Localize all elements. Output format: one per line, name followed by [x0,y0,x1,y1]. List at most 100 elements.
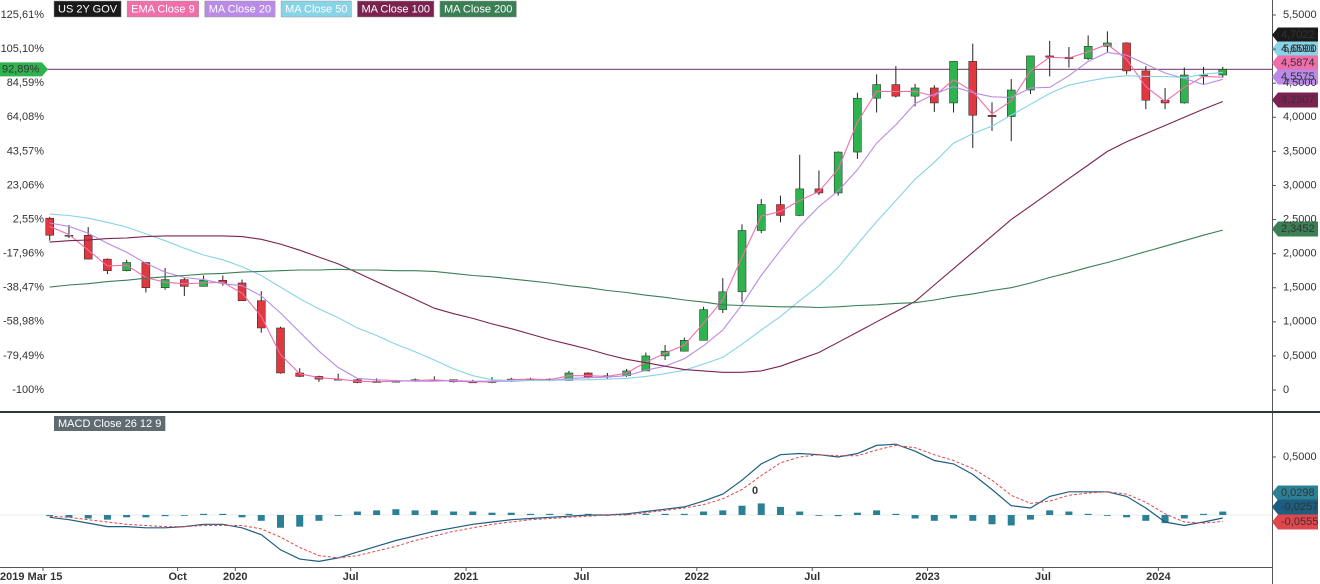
value-badge [1272,485,1318,501]
y-tick-label: 0,5000 [1283,451,1317,463]
histogram-bar [1007,515,1015,526]
candle-body [968,61,978,116]
y2-tick-label: 125,61% [1,9,45,21]
y-tick-label: 3,0000 [1283,179,1317,191]
value-badge [1272,514,1318,530]
y-tick-label: 2,5000 [1283,213,1317,225]
value-badge [1272,55,1318,71]
y2-tick-label: 43,57% [7,145,45,157]
histogram-bar [661,513,669,516]
legend-label: EMA Close 9 [131,3,195,15]
histogram-bar [392,509,400,516]
histogram-bar [1200,513,1208,516]
histogram-bar [488,512,496,516]
candle-body [891,84,901,97]
macd-line [49,443,1223,563]
histogram-bar [546,513,554,516]
legend-box [53,0,122,18]
histogram-bar [142,515,150,518]
moving-average-line [49,71,1223,382]
y2-tick-label: 105,10% [1,43,45,55]
y2-tick-label: -58,98% [3,316,44,328]
signal-line [49,444,1223,559]
x-tick-label: Jul [573,571,589,583]
y-tick-label: 2,0000 [1283,248,1317,260]
histogram-bar [103,515,111,520]
value-badge-label: -0,0555 [1281,516,1318,528]
histogram-bar [1103,515,1111,516]
value-badge [1272,69,1318,85]
histogram-bar [238,515,246,518]
value-badge-label: 0,0298 [1281,487,1315,499]
value-badge-label: 4,5874 [1281,57,1315,69]
legend-box [204,0,276,18]
candle-body [64,234,74,237]
histogram-bar [623,513,631,516]
y2-tick-label: -17,96% [3,248,44,260]
histogram-bar [46,515,54,517]
legend-item: MA Close 200 [439,0,517,18]
legend-item: MA Close 100 [357,0,435,18]
candle-body [853,97,862,153]
candle-body [83,234,93,260]
histogram-bar [276,515,284,528]
histogram-bar [873,510,881,516]
candle-body [257,300,266,329]
pane-title: MACD Close 26 12 9 [54,416,166,431]
y-tick-label: 5,0000 [1283,43,1317,55]
candle-body [122,262,131,271]
histogram-bar [257,515,265,521]
histogram-bar [776,506,784,516]
y2-tick-label: 84,59% [7,77,45,89]
y2-tick-label: 23,06% [7,179,45,191]
histogram-bar [1219,511,1227,516]
histogram-bar [84,515,92,519]
legend-label: MA Close 50 [285,3,347,15]
candle-body [583,372,593,378]
histogram-bar [1180,515,1188,519]
legend-box [357,0,435,18]
histogram-bar [411,510,419,516]
candle-body [776,204,785,216]
histogram-bar [526,513,534,516]
value-badge [1272,221,1318,237]
histogram-bar [1026,515,1034,520]
value-badge [1272,499,1318,515]
candle-body [756,204,766,231]
annotation: 0 [752,485,758,497]
histogram-bar [853,512,861,516]
histogram-bar [1161,515,1169,524]
histogram-bar [469,511,477,516]
legend-item: US 2Y GOV [53,0,122,18]
histogram-bar [353,511,361,516]
candle-body [1083,46,1093,59]
histogram-bar [1123,515,1131,518]
pane-title-box [54,416,166,431]
candle-body [1180,74,1189,104]
histogram-bar [988,515,996,525]
legend-item: MA Close 50 [280,0,352,18]
x-tick-label: Oct [168,571,187,583]
y-tick-label: 0 [1283,384,1289,396]
value-badge-label: 4,2307 [1281,94,1315,106]
histogram-bar [969,515,977,521]
legend-label: MA Close 20 [209,3,271,15]
y-tick-label: 3,5000 [1283,145,1317,157]
histogram-bar [642,513,650,516]
change-badge [0,62,48,77]
moving-average-line [49,100,1224,373]
y2-tick-label: -79,49% [3,350,44,362]
histogram-bar [1065,511,1073,516]
histogram-bar [507,512,515,516]
histogram-bar [430,510,438,516]
plot-area: 4,7022 4,6593 4,5874 4,5575 4,2307 2,3452 92,8… [0,27,1318,563]
histogram-bar [757,503,765,516]
value-badge-label: -0,0257 [1281,501,1318,513]
moving-average-line [49,51,1223,382]
histogram-bar [680,513,688,516]
x-tick-label: 2022 [685,571,709,583]
candle-body [103,258,112,271]
candle-body [1026,55,1035,91]
histogram-bar [815,515,823,516]
y-tick-label: 0,5000 [1283,350,1317,362]
